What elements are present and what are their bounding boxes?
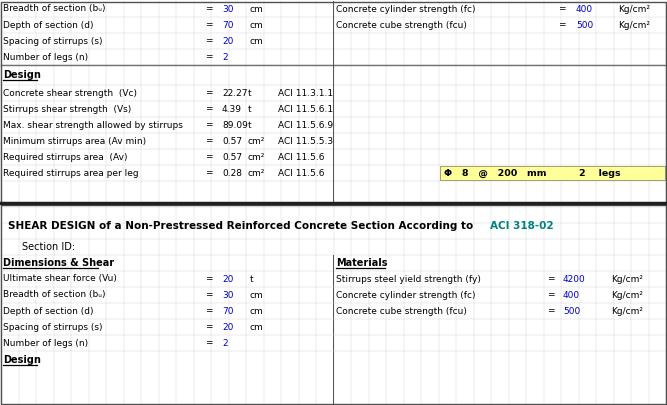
Text: Required stirrups area  (Av): Required stirrups area (Av) bbox=[3, 153, 127, 162]
Text: Kg/cm²: Kg/cm² bbox=[618, 21, 650, 30]
Text: =: = bbox=[547, 275, 554, 284]
Text: =: = bbox=[205, 89, 213, 98]
Text: t: t bbox=[248, 104, 251, 113]
Text: Design: Design bbox=[3, 355, 41, 365]
Text: ACI 11.3.1.1: ACI 11.3.1.1 bbox=[278, 89, 333, 98]
Text: 500: 500 bbox=[576, 21, 593, 30]
Text: 70: 70 bbox=[222, 21, 233, 30]
Text: 2: 2 bbox=[222, 339, 227, 347]
Bar bbox=[1, 2, 666, 203]
Text: =: = bbox=[205, 322, 213, 332]
Text: Stirrups steel yield strength (fy): Stirrups steel yield strength (fy) bbox=[336, 275, 481, 284]
Text: Number of legs (n): Number of legs (n) bbox=[3, 53, 88, 62]
Text: Required stirrups area per leg: Required stirrups area per leg bbox=[3, 168, 139, 177]
Text: 0.57: 0.57 bbox=[222, 153, 242, 162]
Text: =: = bbox=[205, 168, 213, 177]
Text: =: = bbox=[558, 21, 566, 30]
Text: =: = bbox=[205, 339, 213, 347]
Text: Concrete cylinder strength (fc): Concrete cylinder strength (fc) bbox=[336, 290, 476, 300]
Text: Number of legs (n): Number of legs (n) bbox=[3, 339, 88, 347]
Bar bbox=[440, 166, 665, 180]
Text: Max. shear strength allowed by stirrups: Max. shear strength allowed by stirrups bbox=[3, 121, 183, 130]
Text: Kg/cm²: Kg/cm² bbox=[611, 290, 643, 300]
Text: ACI 318-02: ACI 318-02 bbox=[490, 221, 554, 231]
Text: Concrete cube strength (fcu): Concrete cube strength (fcu) bbox=[336, 21, 467, 30]
Text: Design: Design bbox=[3, 70, 41, 80]
Text: =: = bbox=[205, 4, 213, 13]
Text: ACI 11.5.6.9: ACI 11.5.6.9 bbox=[278, 121, 333, 130]
Text: 2: 2 bbox=[222, 53, 227, 62]
Text: Dimensions & Shear: Dimensions & Shear bbox=[3, 258, 114, 268]
Text: Depth of section (d): Depth of section (d) bbox=[3, 21, 93, 30]
Text: cm²: cm² bbox=[248, 153, 265, 162]
Text: =: = bbox=[547, 290, 554, 300]
Text: =: = bbox=[205, 136, 213, 145]
Text: Minimum stirrups area (Av min): Minimum stirrups area (Av min) bbox=[3, 136, 146, 145]
Text: Concrete cube strength (fcu): Concrete cube strength (fcu) bbox=[336, 307, 467, 315]
Text: =: = bbox=[205, 21, 213, 30]
Text: =: = bbox=[205, 275, 213, 284]
Text: =: = bbox=[205, 290, 213, 300]
Text: 4.39: 4.39 bbox=[222, 104, 242, 113]
Text: t: t bbox=[248, 121, 251, 130]
Text: Section ID:: Section ID: bbox=[22, 242, 75, 252]
Text: Breadth of section (bᵤ): Breadth of section (bᵤ) bbox=[3, 290, 105, 300]
Text: t: t bbox=[248, 89, 251, 98]
Text: t: t bbox=[250, 275, 253, 284]
Text: Materials: Materials bbox=[336, 258, 388, 268]
Text: Spacing of stirrups (s): Spacing of stirrups (s) bbox=[3, 322, 103, 332]
Text: cm: cm bbox=[250, 36, 263, 45]
Text: 22.27: 22.27 bbox=[222, 89, 247, 98]
Text: cm²: cm² bbox=[248, 136, 265, 145]
Bar bbox=[1, 205, 666, 404]
Text: SHEAR DESIGN of a Non-Prestressed Reinforced Concrete Section According to: SHEAR DESIGN of a Non-Prestressed Reinfo… bbox=[8, 221, 477, 231]
Text: 4200: 4200 bbox=[563, 275, 586, 284]
Text: 0.28: 0.28 bbox=[222, 168, 242, 177]
Text: Kg/cm²: Kg/cm² bbox=[611, 275, 643, 284]
Text: Concrete cylinder strength (fc): Concrete cylinder strength (fc) bbox=[336, 4, 476, 13]
Text: 400: 400 bbox=[576, 4, 593, 13]
Text: cm²: cm² bbox=[248, 168, 265, 177]
Text: =: = bbox=[558, 4, 566, 13]
Text: 70: 70 bbox=[222, 307, 233, 315]
Text: 0.57: 0.57 bbox=[222, 136, 242, 145]
Text: Kg/cm²: Kg/cm² bbox=[618, 4, 650, 13]
Text: cm: cm bbox=[250, 322, 263, 332]
Text: 400: 400 bbox=[563, 290, 580, 300]
Text: =: = bbox=[205, 53, 213, 62]
Text: =: = bbox=[205, 104, 213, 113]
Text: 89.09: 89.09 bbox=[222, 121, 248, 130]
Text: Concrete shear strength  (Vc): Concrete shear strength (Vc) bbox=[3, 89, 137, 98]
Text: =: = bbox=[547, 307, 554, 315]
Text: Spacing of stirrups (s): Spacing of stirrups (s) bbox=[3, 36, 103, 45]
Text: =: = bbox=[205, 36, 213, 45]
Text: ACI 11.5.5.3: ACI 11.5.5.3 bbox=[278, 136, 333, 145]
Text: ACI 11.5.6: ACI 11.5.6 bbox=[278, 153, 325, 162]
Text: =: = bbox=[205, 153, 213, 162]
Text: Φ   8   @   200   mm          2    legs: Φ 8 @ 200 mm 2 legs bbox=[444, 168, 620, 177]
Text: Ultimate shear force (Vu): Ultimate shear force (Vu) bbox=[3, 275, 117, 284]
Text: Stirrups shear strength  (Vs): Stirrups shear strength (Vs) bbox=[3, 104, 131, 113]
Text: 30: 30 bbox=[222, 4, 233, 13]
Text: ACI 11.5.6.1: ACI 11.5.6.1 bbox=[278, 104, 333, 113]
Text: cm: cm bbox=[250, 290, 263, 300]
Text: Depth of section (d): Depth of section (d) bbox=[3, 307, 93, 315]
Text: ACI 11.5.6: ACI 11.5.6 bbox=[278, 168, 325, 177]
Text: =: = bbox=[205, 307, 213, 315]
Text: Breadth of section (bᵤ): Breadth of section (bᵤ) bbox=[3, 4, 105, 13]
Text: =: = bbox=[205, 121, 213, 130]
Text: 30: 30 bbox=[222, 290, 233, 300]
Text: Kg/cm²: Kg/cm² bbox=[611, 307, 643, 315]
Text: cm: cm bbox=[250, 307, 263, 315]
Text: 500: 500 bbox=[563, 307, 580, 315]
Text: 20: 20 bbox=[222, 322, 233, 332]
Text: cm: cm bbox=[250, 4, 263, 13]
Text: cm: cm bbox=[250, 21, 263, 30]
Text: 20: 20 bbox=[222, 275, 233, 284]
Text: 20: 20 bbox=[222, 36, 233, 45]
